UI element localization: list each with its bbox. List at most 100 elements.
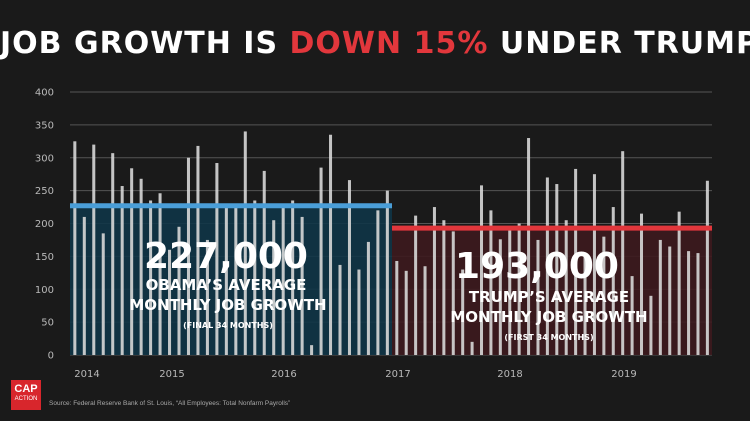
source-note: Source: Federal Reserve Bank of St. Loui… (49, 400, 291, 407)
obama-bar (291, 200, 295, 355)
x-tick-label: 2014 (74, 369, 99, 380)
x-tick-label: 2019 (611, 369, 636, 380)
trump-average-note: (FIRST 34 MONTHS) (504, 333, 593, 342)
obama-bar (111, 153, 115, 355)
trump-bar (461, 269, 465, 355)
cap-action-logo: CAP ACTION (11, 380, 41, 410)
y-tick-label: 400 (35, 88, 54, 99)
trump-bar (611, 207, 615, 355)
trump-bar (414, 215, 418, 355)
obama-bar (272, 220, 276, 355)
trump-bar (404, 270, 408, 355)
trump-bar (602, 236, 606, 355)
obama-bar (357, 269, 361, 355)
trump-bar (649, 295, 653, 355)
trump-bar (517, 223, 521, 355)
trump-bar (432, 207, 436, 355)
trump-bar (564, 220, 568, 355)
trump-bar (658, 239, 662, 355)
obama-bar (82, 216, 86, 355)
obama-average-label: MONTHLY JOB GROWTH (129, 296, 326, 314)
obama-bar (319, 167, 323, 355)
x-tick-label: 2017 (385, 369, 410, 380)
trump-bar (640, 213, 644, 355)
trump-bar (592, 174, 596, 355)
obama-bar (130, 168, 134, 355)
obama-bar (177, 226, 181, 355)
trump-bar (621, 151, 625, 355)
trump-bar (423, 266, 427, 355)
obama-bar (101, 233, 105, 355)
obama-bar (385, 190, 389, 355)
y-tick-label: 200 (35, 219, 54, 230)
obama-average-value: 227,000 (144, 236, 308, 277)
obama-bar (281, 203, 285, 355)
trump-bar (489, 210, 493, 355)
y-tick-label: 150 (35, 252, 54, 263)
title-highlight: DOWN 15% (289, 26, 489, 61)
trump-bar (574, 168, 578, 355)
trump-bar (470, 341, 474, 355)
obama-bar (300, 216, 304, 355)
obama-bar (376, 210, 380, 355)
trump-average-line (392, 225, 712, 231)
obama-bar (73, 141, 77, 355)
obama-bar (224, 205, 228, 355)
obama-bar (215, 163, 219, 355)
trump-bar (442, 220, 446, 355)
obama-bar (338, 264, 342, 355)
logo-line1: CAP (14, 383, 38, 395)
x-tick-label: 2018 (497, 369, 522, 380)
trump-average-value: 193,000 (455, 246, 619, 287)
chart-title: JOB GROWTH IS DOWN 15% UNDER TRUMP (0, 26, 750, 61)
obama-bar (243, 131, 247, 355)
obama-bar (186, 157, 190, 355)
trump-average-label: TRUMP’S AVERAGE (469, 288, 629, 306)
y-tick-label: 350 (35, 120, 54, 131)
trump-bar (480, 185, 484, 355)
obama-average-note: (FINAL 34 MONTHS) (183, 321, 273, 330)
title-part2: UNDER TRUMP (488, 26, 750, 61)
trump-bar (705, 180, 709, 355)
y-tick-label: 50 (41, 318, 54, 329)
trump-bar (508, 226, 512, 355)
obama-average-label: OBAMA’S AVERAGE (146, 276, 307, 294)
x-tick-label: 2016 (271, 369, 296, 380)
obama-bar (234, 206, 238, 355)
obama-bar (262, 170, 266, 355)
obama-bar (168, 249, 172, 355)
trump-bar (630, 276, 634, 355)
y-tick-label: 300 (35, 153, 54, 164)
trump-bar (687, 251, 691, 355)
obama-bar (158, 193, 162, 355)
trump-bar (498, 239, 502, 355)
obama-bar (196, 145, 200, 355)
trump-average-label: MONTHLY JOB GROWTH (450, 308, 647, 326)
obama-bar (92, 144, 96, 355)
trump-bar (555, 184, 559, 355)
trump-bar (395, 260, 399, 355)
trump-bar (696, 253, 700, 355)
obama-bar (366, 241, 370, 355)
obama-bar (149, 200, 153, 355)
trump-bar (527, 138, 531, 355)
trump-bar (451, 231, 455, 355)
obama-bar (253, 200, 257, 355)
obama-bar (329, 134, 333, 355)
obama-bar (120, 186, 124, 355)
x-tick-label: 2015 (159, 369, 184, 380)
y-tick-label: 100 (35, 285, 54, 296)
trump-bar (583, 256, 587, 355)
obama-bar (347, 180, 351, 355)
y-tick-label: 0 (48, 351, 54, 362)
y-tick-label: 250 (35, 186, 54, 197)
title-part1: JOB GROWTH IS (0, 26, 290, 61)
obama-bar (205, 239, 209, 355)
obama-bar (310, 345, 314, 355)
trump-bar (545, 177, 549, 355)
trump-bar (536, 239, 540, 355)
obama-average-line (70, 203, 392, 209)
logo-line2: ACTION (14, 396, 38, 402)
